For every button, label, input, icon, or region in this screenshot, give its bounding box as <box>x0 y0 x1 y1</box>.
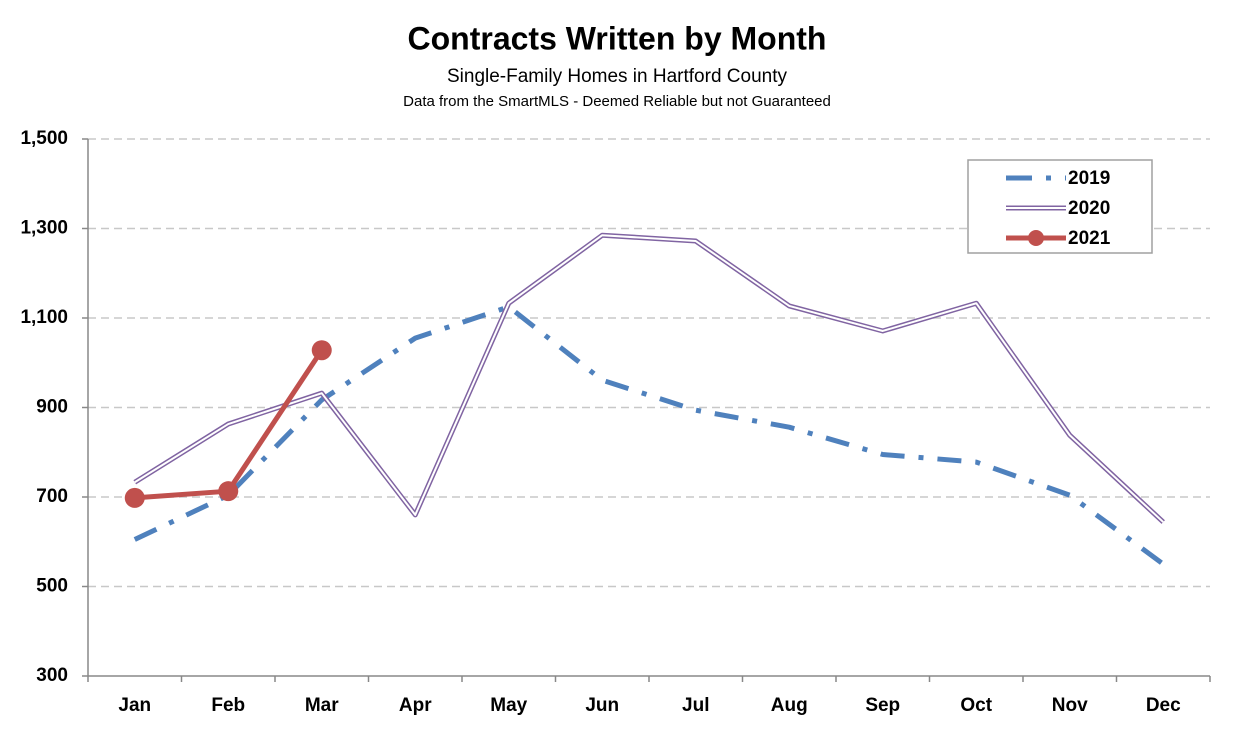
y-tick-label: 1,500 <box>20 128 68 149</box>
legend-label: 2021 <box>1068 228 1111 249</box>
x-tick-label: Sep <box>865 695 900 716</box>
x-tick-label: May <box>490 695 527 716</box>
chart-subtitle: Single-Family Homes in Hartford County <box>447 66 788 87</box>
chart-title: Contracts Written by Month <box>408 20 827 56</box>
series-line-inner <box>134 234 1164 523</box>
legend-label: 2019 <box>1068 168 1110 189</box>
y-tick-label: 1,100 <box>20 307 68 328</box>
y-tick-label: 300 <box>36 665 68 686</box>
series-line <box>133 232 1165 524</box>
series-marker <box>218 481 239 502</box>
chart-note: Data from the SmartMLS - Deemed Reliable… <box>403 93 831 110</box>
y-tick-label: 500 <box>36 576 68 597</box>
x-tick-label: Oct <box>960 695 992 716</box>
x-tick-label: Nov <box>1052 695 1088 716</box>
series-marker <box>311 340 332 361</box>
series-marker <box>124 487 145 508</box>
x-tick-label: Jan <box>118 695 151 716</box>
y-tick-label: 1,300 <box>20 218 68 239</box>
x-tick-label: Feb <box>211 695 245 716</box>
x-tick-label: Apr <box>399 695 432 716</box>
legend-label: 2020 <box>1068 198 1110 219</box>
legend-marker <box>1028 230 1044 246</box>
x-tick-label: Aug <box>771 695 808 716</box>
x-tick-label: Mar <box>305 695 339 716</box>
y-tick-label: 900 <box>36 397 68 418</box>
x-tick-label: Jul <box>682 695 709 716</box>
y-tick-label: 700 <box>36 486 68 507</box>
x-tick-label: Jun <box>585 695 619 716</box>
x-tick-label: Dec <box>1146 695 1181 716</box>
